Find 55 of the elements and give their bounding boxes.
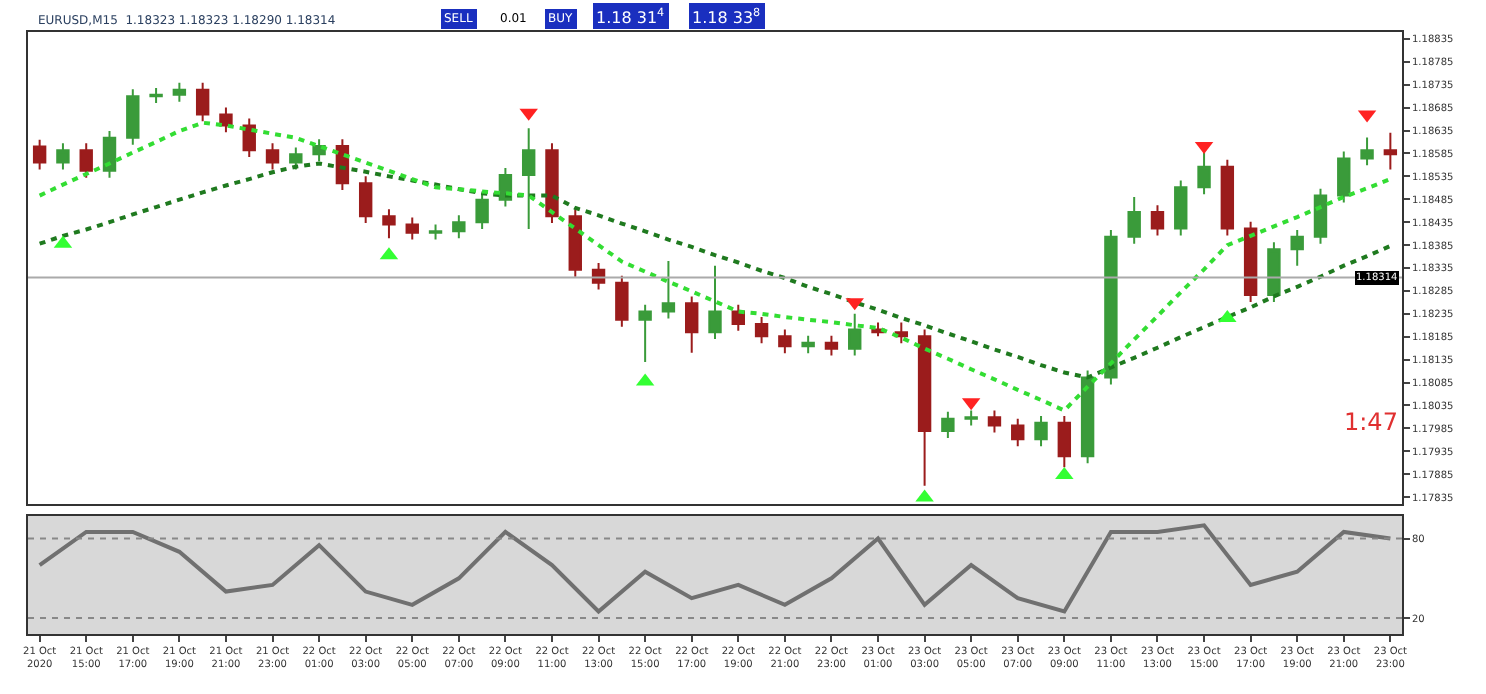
candlestick	[1011, 417, 1025, 448]
text: 1.18 31$^{4}$	[596, 6, 666, 27]
candlestick	[1267, 241, 1281, 303]
candlestick	[568, 208, 582, 278]
candlestick	[56, 142, 70, 171]
line-series	[37, 120, 1393, 413]
candlestick	[638, 303, 652, 363]
candlestick	[195, 81, 210, 123]
candlestick	[661, 260, 676, 320]
candlestick	[801, 334, 815, 355]
candlestick	[1360, 136, 1374, 167]
text: 1.18 33$^{8}$	[692, 6, 762, 27]
candlestick	[1383, 131, 1398, 171]
candlestick	[102, 129, 117, 179]
candlestick	[615, 274, 629, 328]
candlestick	[79, 142, 93, 179]
candlestick	[778, 328, 792, 355]
candlestick	[941, 410, 955, 439]
candlestick	[358, 175, 373, 225]
candlestick	[1174, 179, 1188, 237]
candlestick	[428, 223, 443, 241]
candlestick	[1290, 228, 1304, 267]
candlestick	[848, 312, 862, 357]
candlestick	[219, 106, 233, 134]
candlestick	[172, 81, 187, 103]
candlestick	[149, 86, 163, 105]
candlestick	[452, 214, 466, 240]
candlestick	[242, 117, 256, 159]
candlestick	[1337, 150, 1351, 204]
candlestick	[475, 191, 489, 231]
candlestick	[32, 138, 47, 171]
annotation: 1:47	[1344, 408, 1398, 436]
candlestick	[708, 264, 722, 340]
candlestick	[265, 142, 280, 171]
candlestick	[405, 216, 419, 241]
candlestick	[382, 208, 396, 240]
candlestick	[1150, 204, 1165, 237]
candlestick	[917, 328, 932, 487]
candlestick	[289, 146, 303, 171]
candlestick	[1220, 158, 1235, 237]
candlestick	[1034, 414, 1048, 448]
candlestick	[754, 316, 769, 345]
candlestick	[1313, 187, 1328, 245]
candlestick	[1243, 220, 1258, 303]
candlestick	[1127, 195, 1141, 245]
candlestick	[521, 127, 536, 231]
candlestick	[685, 295, 699, 354]
candlestick	[1080, 369, 1095, 465]
candlestick	[545, 142, 559, 225]
line-series	[37, 523, 1393, 614]
line-series	[37, 161, 1393, 380]
candlestick	[824, 334, 839, 357]
candlestick	[126, 88, 140, 146]
candlestick	[1104, 228, 1118, 386]
candlestick	[987, 409, 1002, 434]
